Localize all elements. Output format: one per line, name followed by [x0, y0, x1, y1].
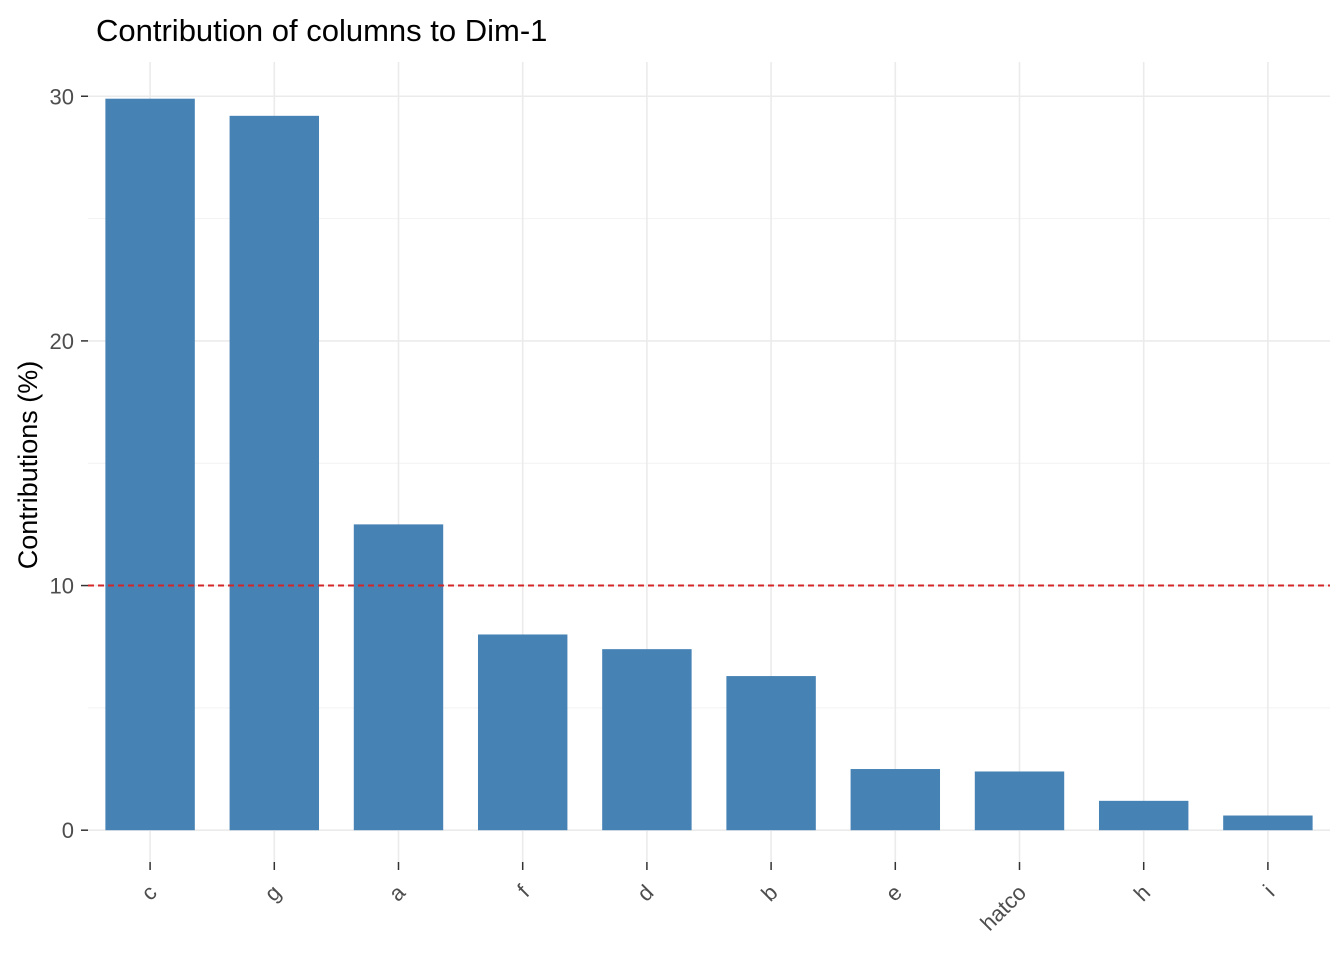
x-tick-label-hatco: hatco [975, 880, 1031, 936]
x-tick-label-f: f [512, 879, 535, 902]
chart-title: Contribution of columns to Dim-1 [96, 13, 547, 48]
bar-hatco [974, 771, 1065, 831]
x-tick-label-e: e [880, 880, 906, 906]
y-axis: 0 10 20 30 [50, 84, 88, 843]
x-tick-label-d: d [632, 880, 658, 906]
bar-e [850, 769, 941, 831]
x-tick-label-c: c [136, 880, 161, 905]
x-tick-label-b: b [756, 880, 782, 906]
bar-b [726, 676, 816, 831]
y-tick-label: 30 [50, 84, 74, 109]
bar-h [1098, 800, 1189, 831]
bar-i [1223, 815, 1313, 831]
y-axis-label: Contributions (%) [13, 361, 43, 570]
x-tick-label-a: a [384, 879, 411, 906]
y-tick-label: 10 [50, 574, 74, 599]
x-tick-label-i: i [1258, 880, 1279, 901]
y-tick-label: 0 [62, 818, 74, 843]
y-tick-label: 20 [50, 329, 74, 354]
bars [105, 98, 1313, 831]
bar-c [105, 98, 195, 831]
bar-a [353, 524, 444, 831]
x-tick-label-h: h [1129, 880, 1155, 906]
bar-g [229, 115, 320, 831]
x-tick-label-g: g [259, 880, 285, 906]
bar-f [477, 634, 568, 831]
bar-d [602, 649, 692, 831]
x-axis: c g a f d b e hatco h i [136, 862, 1279, 936]
